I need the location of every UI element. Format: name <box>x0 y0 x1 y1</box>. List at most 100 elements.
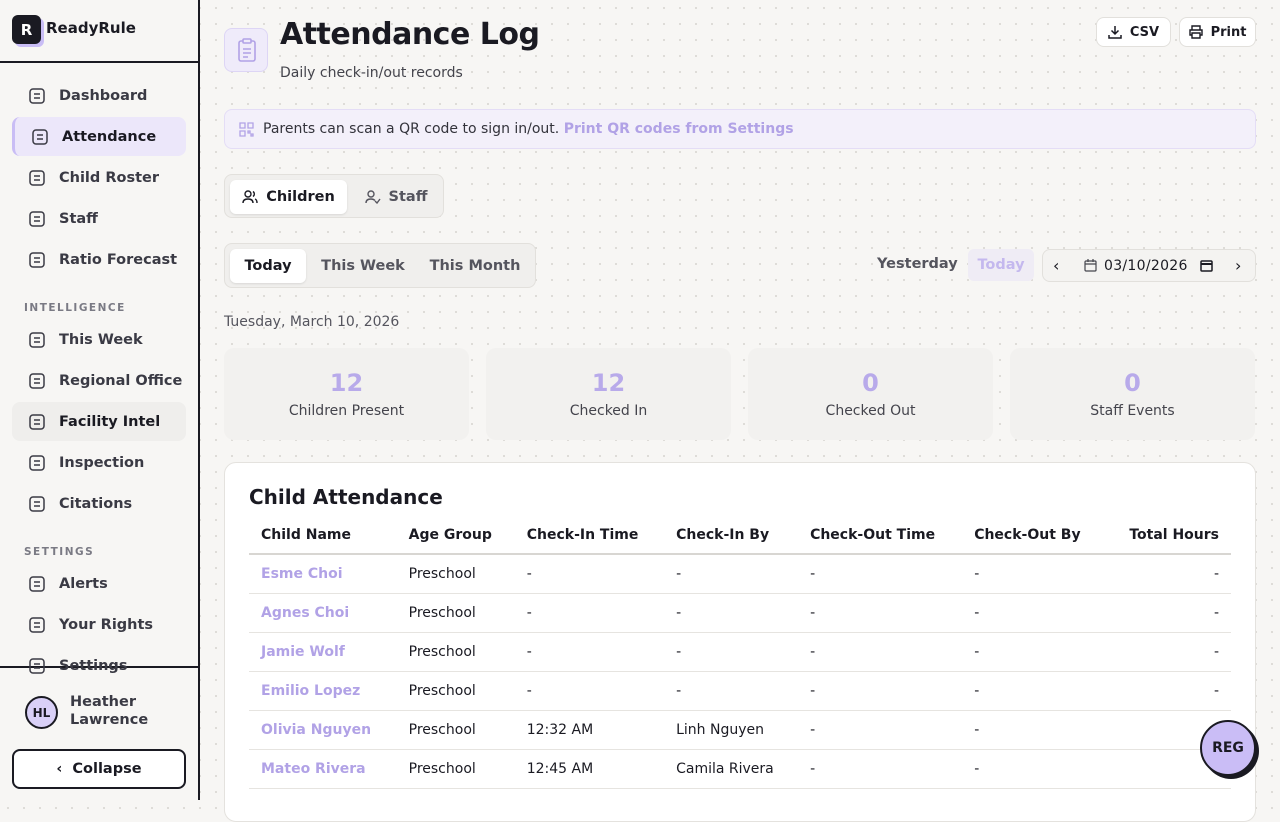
range-option[interactable]: This Week <box>321 258 405 274</box>
date-input[interactable]: 03/10/2026 <box>1104 258 1188 274</box>
nav-item[interactable]: Staff <box>12 199 186 238</box>
calendar-icon <box>1200 260 1213 272</box>
cell: - <box>1105 632 1231 672</box>
qr-icon <box>239 121 254 137</box>
nav-item[interactable]: Inspection <box>12 443 186 482</box>
page-title: Attendance Log <box>280 17 540 52</box>
qr-banner: Parents can scan a QR code to sign in/ou… <box>224 109 1256 149</box>
stat-card: 0 Checked Out <box>748 348 993 440</box>
tab-label: Children <box>266 189 335 205</box>
stat-value: 12 <box>591 369 626 397</box>
download-icon <box>1108 26 1122 39</box>
stat-label: Staff Events <box>1090 403 1175 419</box>
range-group: Today This Week This Month <box>224 243 536 288</box>
nav-item[interactable]: Dashboard <box>12 76 186 115</box>
button-label: CSV <box>1129 24 1160 40</box>
nav-icon <box>32 129 48 145</box>
csv-button[interactable]: CSV <box>1096 17 1171 47</box>
nav-item[interactable]: Ratio Forecast <box>12 240 186 279</box>
tab-children[interactable]: Children <box>230 180 347 214</box>
cell: - <box>798 593 963 633</box>
button-label: Print <box>1210 24 1247 40</box>
next-day[interactable]: › <box>1235 256 1242 275</box>
column-header: Child Name <box>249 516 397 555</box>
nav-icon <box>29 252 45 268</box>
nav-item[interactable]: Attendance <box>12 117 186 156</box>
nav-item[interactable]: This Week <box>12 320 186 359</box>
cell: Preschool <box>396 593 515 633</box>
child-name[interactable]: Agnes Choi <box>249 593 397 633</box>
cell: Camila Rivera <box>664 749 799 789</box>
sidebar: R ReadyRule INTELLIGENCE HL Heather Lawr… <box>0 0 200 800</box>
date-picker: ‹ 03/10/2026 › <box>1042 249 1256 282</box>
table-card: Child Attendance Child Name Age Group Chec… <box>224 462 1256 822</box>
nav-item[interactable]: Facility Intel <box>12 402 186 441</box>
page-subtitle: Daily check-in/out records <box>280 65 463 81</box>
child-name[interactable]: Emilio Lopez <box>249 671 397 711</box>
cell: - <box>664 593 799 633</box>
table-title: Child Attendance <box>249 485 443 509</box>
nav-item[interactable]: Citations <box>12 484 186 523</box>
nav-label: Child Roster <box>59 169 160 186</box>
nav-item[interactable]: Your Rights <box>12 605 186 644</box>
nav-icon <box>29 455 45 471</box>
nav-icon <box>29 414 45 430</box>
table-row: Olivia Nguyen Preschool 12:32 AM Linh Nguye… <box>249 710 1231 750</box>
nav-item[interactable]: Child Roster <box>12 158 186 197</box>
nav-label: Settings <box>59 657 128 674</box>
nav-label: Facility Intel <box>59 413 161 430</box>
nav-icon <box>29 332 45 348</box>
nav-label: This Week <box>59 331 143 348</box>
cell: - <box>962 710 1106 750</box>
nav-item[interactable]: Alerts <box>12 564 186 603</box>
range-option[interactable]: Today <box>230 249 306 283</box>
cell: - <box>514 632 665 672</box>
table-row: Emilio Lopez Preschool - - - - - <box>249 671 1231 711</box>
print-icon <box>1188 25 1203 39</box>
today-button[interactable]: Today <box>968 249 1034 281</box>
range-option[interactable]: This Month <box>429 258 521 274</box>
cell: Linh Nguyen <box>664 710 799 750</box>
table-row: Agnes Choi Preschool - - - - - <box>249 593 1231 633</box>
date-label: Tuesday, March 10, 2026 <box>224 314 400 330</box>
nav-label: Staff <box>59 210 98 227</box>
tab-label: Staff <box>388 189 428 205</box>
prev-day[interactable]: ‹ <box>1053 256 1060 275</box>
child-name[interactable]: Jamie Wolf <box>249 632 397 672</box>
cell: Preschool <box>396 554 515 594</box>
cell: - <box>664 632 799 672</box>
child-name[interactable]: Olivia Nguyen <box>249 710 397 750</box>
cell: - <box>798 749 963 789</box>
cell: 12:45 AM <box>514 749 665 789</box>
print-button[interactable]: Print <box>1179 17 1256 47</box>
column-header: Age Group <box>396 516 515 555</box>
brand: ReadyRule <box>46 19 136 37</box>
stat-card: 0 Staff Events <box>1010 348 1255 440</box>
nav-item[interactable]: Regional Office <box>12 361 186 400</box>
nav-label: Your Rights <box>59 616 154 633</box>
cell: - <box>962 671 1106 711</box>
stat-label: Checked Out <box>825 403 916 419</box>
nav-label: Citations <box>59 495 133 512</box>
banner-link[interactable]: Print QR codes from Settings <box>563 121 794 137</box>
stat-value: 0 <box>862 369 879 397</box>
nav-label: Dashboard <box>59 87 148 104</box>
tab-staff[interactable]: Staff <box>353 180 439 214</box>
cell: - <box>798 554 963 594</box>
column-header: Check-Out Time <box>798 516 963 555</box>
nav-icon <box>29 88 45 104</box>
stat-value: 12 <box>329 369 364 397</box>
divider <box>0 61 198 63</box>
child-name[interactable]: Esme Choi <box>249 554 397 594</box>
cell: Preschool <box>396 671 515 711</box>
table-row: Esme Choi Preschool - - - - - <box>249 554 1231 594</box>
nav-item[interactable]: Settings <box>12 646 186 685</box>
column-header: Check-In Time <box>514 516 665 555</box>
yesterday-button[interactable]: Yesterday <box>877 256 958 272</box>
reg-button[interactable]: REG <box>1200 720 1256 776</box>
nav-label: Attendance <box>62 128 157 145</box>
user-name: Heather Lawrence <box>70 694 149 728</box>
collapse-button[interactable]: ‹ Collapse <box>12 749 186 789</box>
child-name[interactable]: Mateo Rivera <box>249 749 397 789</box>
